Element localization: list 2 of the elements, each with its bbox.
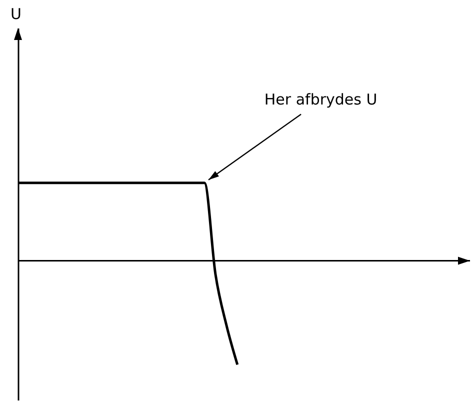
text: U (10, 5, 22, 23)
text: Her afbrydes U (264, 90, 378, 109)
